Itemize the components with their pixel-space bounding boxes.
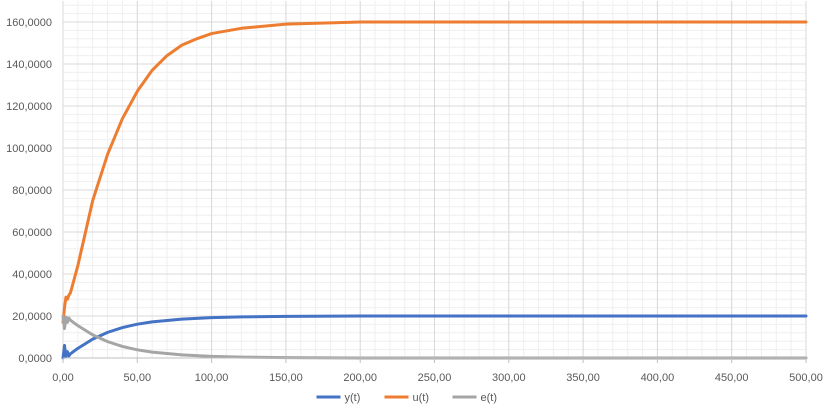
legend: y(t) u(t) e(t) <box>316 392 498 404</box>
series-line-yt <box>61 314 808 360</box>
y-tick-label: 140,0000 <box>6 59 52 71</box>
x-tick-label: 100,00 <box>195 372 229 384</box>
legend-label-et: e(t) <box>481 392 498 404</box>
y-tick-label: 160,0000 <box>6 17 52 29</box>
x-tick-label: 500,00 <box>789 372 823 384</box>
x-tick-label: 150,00 <box>269 372 303 384</box>
x-tick-label: 300,00 <box>492 372 526 384</box>
y-axis-tick-labels: 0,0000 20,0000 40,0000 60,0000 80,0000 100,00… <box>6 17 52 365</box>
y-tick-label: 60,0000 <box>12 227 52 239</box>
x-tick-label: 400,00 <box>641 372 675 384</box>
y-tick-label: 20,0000 <box>12 311 52 323</box>
x-axis-tick-labels: 0,00 50,00 100,00 150,00 200,00 250,00 300,00 3… <box>52 372 823 384</box>
x-tick-label: 200,00 <box>343 372 377 384</box>
x-tick-label: 0,00 <box>52 372 73 384</box>
x-tick-label: 50,00 <box>124 372 152 384</box>
legend-label-yt: y(t) <box>345 392 361 404</box>
y-tick-label: 80,0000 <box>12 185 52 197</box>
y-tick-label: 40,0000 <box>12 269 52 281</box>
legend-label-ut: u(t) <box>413 392 430 404</box>
y-tick-label: 100,0000 <box>6 143 52 155</box>
x-tick-label: 350,00 <box>566 372 600 384</box>
y-tick-label: 0,0000 <box>18 353 52 365</box>
y-tick-label: 120,0000 <box>6 101 52 113</box>
x-tick-label: 450,00 <box>715 372 749 384</box>
major-gridlines <box>62 1 807 359</box>
series-line-ut <box>61 20 808 324</box>
x-tick-label: 250,00 <box>418 372 452 384</box>
x-axis <box>62 357 807 363</box>
